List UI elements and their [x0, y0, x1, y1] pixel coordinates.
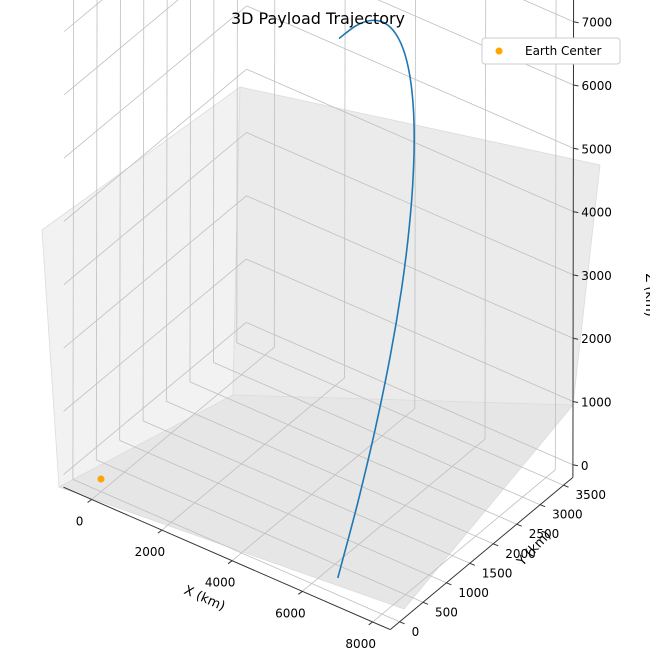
z-tick-mark	[572, 401, 579, 403]
y-tick-label: 1500	[482, 566, 513, 580]
gridline-z-left	[63, 68, 247, 222]
gridline-y-left	[189, 0, 191, 382]
gridline-z-left	[63, 195, 247, 349]
gridline-y-floor	[96, 459, 424, 603]
y-tick-label: 500	[435, 605, 458, 619]
z-tick-label: 0	[581, 459, 589, 473]
x-tick-label: 2000	[135, 545, 166, 559]
z-tick-mark	[573, 21, 579, 24]
gridline-x-back	[414, 0, 416, 409]
gridline-y-floor	[213, 362, 541, 506]
z-tick-mark	[573, 84, 579, 87]
gridline-z-left	[63, 5, 247, 159]
earth-center-marker	[97, 475, 105, 483]
gridline-z-back	[246, 195, 574, 339]
gridline-z-back	[246, 322, 574, 466]
gridline-y-left	[72, 0, 75, 480]
x-axis-line	[63, 486, 391, 631]
z-tick-mark	[573, 211, 579, 214]
z-axis-line	[572, 0, 575, 478]
z-tick-label: 7000	[582, 16, 613, 30]
z-tick-mark	[573, 147, 579, 150]
z-tick-mark	[573, 337, 579, 340]
legend: Earth Center	[481, 37, 621, 65]
gridline-x-floor	[231, 408, 416, 562]
gridline-x-back	[344, 0, 346, 378]
gridline-x-back	[273, 0, 276, 348]
gridline-y-left	[119, 0, 121, 441]
legend-label-earth-center: Earth Center	[525, 44, 601, 58]
y-tick-mark	[493, 543, 499, 547]
gridline-z-back	[246, 68, 574, 212]
gridline-x-back	[484, 0, 487, 440]
y-tick-label: 3500	[576, 488, 607, 502]
gridline-z-left	[63, 258, 247, 412]
y-tick-mark	[422, 601, 429, 605]
x-tick-label: 4000	[205, 576, 236, 590]
x-tick-mark	[227, 560, 233, 565]
z-tick-label: 5000	[581, 142, 612, 156]
x-tick-mark	[298, 590, 303, 595]
gridline-y-left	[212, 0, 215, 363]
x-tick-label: 0	[76, 515, 84, 529]
trajectory-line	[337, 19, 415, 579]
gridline-y-left	[142, 0, 145, 421]
axes: 0200040006000800005001000150020002500300…	[63, 0, 613, 651]
x-tick-mark	[157, 529, 163, 534]
y-tick-mark	[516, 523, 522, 527]
gridline-z-left	[63, 0, 103, 32]
chart-title: 3D Payload Trajectory	[231, 9, 405, 28]
y-tick-mark	[469, 562, 475, 566]
gridline-y-left	[95, 0, 98, 460]
y-tick-label: 2000	[505, 547, 536, 561]
y-tick-mark	[446, 582, 452, 586]
z-axis-label: Z (km)	[642, 273, 650, 316]
y-tick-label: 1000	[458, 586, 489, 600]
x-tick-mark	[87, 499, 92, 503]
z-tick-label: 2000	[581, 332, 612, 346]
gridline-x-floor	[372, 469, 556, 623]
gridline-y-floor	[72, 479, 400, 623]
z-tick-label: 1000	[581, 396, 612, 410]
gridline-y-left	[166, 0, 168, 402]
gridline-z-left	[63, 0, 179, 96]
y-tick-mark	[399, 621, 405, 625]
gridline-y-floor	[166, 401, 494, 545]
pane-back	[232, 86, 601, 406]
z-tick-label: 3000	[581, 269, 612, 283]
z-tick-label: 6000	[582, 79, 613, 93]
gridline-y-left	[236, 0, 238, 343]
z-tick-mark	[572, 464, 578, 467]
gridline-z-back	[246, 132, 574, 276]
x-tick-label: 6000	[275, 606, 306, 620]
legend-marker-earth-center	[495, 47, 503, 55]
z-tick-mark	[573, 274, 579, 277]
y-axis-line	[389, 477, 574, 630]
gridline-x-floor	[302, 438, 486, 592]
y-tick-mark	[539, 504, 546, 508]
x-tick-label: 8000	[345, 637, 376, 651]
gridline-z-back	[246, 258, 574, 402]
legend-box	[481, 37, 621, 65]
y-tick-mark	[563, 484, 569, 488]
gridline-y-floor	[236, 342, 564, 486]
gridline-x-floor	[91, 346, 275, 500]
y-tick-label: 2500	[529, 527, 560, 541]
y-tick-label: 3000	[552, 508, 583, 522]
gridline-z-left	[63, 322, 247, 475]
y-tick-label: 0	[412, 625, 420, 639]
gridline-y-floor	[142, 420, 470, 564]
gridline-y-floor	[119, 440, 447, 584]
gridline-x-floor	[161, 377, 345, 531]
x-tick-mark	[368, 621, 374, 626]
z-tick-label: 4000	[581, 206, 612, 220]
gridline-z-left	[63, 132, 247, 286]
gridline-y-floor	[189, 381, 517, 525]
